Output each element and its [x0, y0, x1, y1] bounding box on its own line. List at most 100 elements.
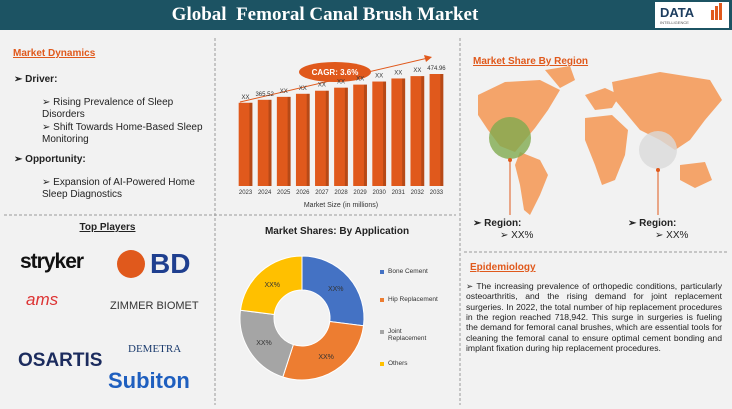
region-bubble: [639, 131, 677, 169]
value-label: XX: [413, 68, 421, 74]
bar-shade: [306, 93, 310, 186]
cagr-arrowhead: [424, 55, 432, 62]
x-axis-label: Market Size (in millions): [304, 202, 378, 209]
cagr-label: CAGR: 3.6%: [312, 68, 359, 77]
data-label: XX%: [264, 282, 280, 289]
label: Expansion of AI-Powered Home Sleep Diagn…: [42, 177, 195, 200]
region-dot: [508, 158, 512, 162]
bar: [410, 76, 425, 186]
cagr-badge: [299, 62, 371, 82]
value-label: XX: [394, 70, 402, 76]
logo-bar: [719, 3, 722, 20]
legend-label: Joint Replacement: [388, 328, 427, 343]
bar: [257, 99, 272, 186]
bar: [295, 93, 310, 186]
region-value: ➢ XX%: [655, 230, 689, 241]
bar-shade: [421, 76, 425, 186]
player-logo: OSARTIS: [18, 350, 103, 371]
section-title: Market Dynamics: [13, 48, 96, 59]
value-label: XX: [280, 89, 288, 95]
player-logo: ZIMMER BIOMET: [110, 300, 199, 312]
bar: [429, 74, 444, 186]
x-tick-label: 2024: [258, 190, 272, 196]
bar: [391, 78, 406, 186]
label: Rising Prevalence of Sleep Disorders: [42, 97, 174, 120]
x-tick-label: 2033: [430, 190, 444, 196]
label: XX%: [666, 230, 689, 241]
data-label: XX%: [328, 286, 344, 293]
donut-slice: [301, 255, 365, 327]
logo-bar: [711, 10, 714, 20]
region-label: ➢ Region:: [628, 218, 677, 229]
x-tick-label: 2029: [353, 190, 367, 196]
x-tick-label: 2030: [373, 190, 387, 196]
bar-shade: [344, 87, 348, 186]
opportunity-title: ➢ Opportunity:: [14, 154, 86, 165]
legend-label: Bone Cement: [388, 268, 428, 275]
legend-swatch: [380, 298, 384, 302]
x-tick-label: 2028: [334, 190, 348, 196]
bar-shade: [287, 96, 291, 186]
bullet: ➢ Rising Prevalence of Sleep Disorders: [42, 97, 174, 120]
label: The increasing prevalence of orthopedic …: [466, 281, 723, 353]
label: Shift Towards Home-Based Sleep Monitorin…: [42, 122, 203, 145]
data-label: XX%: [256, 340, 272, 347]
label: Region:: [639, 218, 677, 229]
bar: [372, 81, 387, 186]
label: Driver:: [25, 74, 58, 85]
bar: [353, 84, 367, 186]
player-logo: DEMETRA: [128, 343, 182, 355]
x-tick-label: 2031: [392, 190, 406, 196]
donut-slice: [239, 309, 294, 378]
paragraph: ➢ The increasing prevalence of orthopedi…: [466, 281, 723, 353]
title: Global Femoral Canal Brush Market: [171, 4, 479, 25]
section-title: Epidemiology: [470, 262, 536, 273]
logo-sub: INTELLIGENCE: [660, 20, 689, 25]
player-logo: stryker: [20, 250, 84, 273]
label: Region:: [484, 218, 522, 229]
legend-swatch: [380, 330, 384, 334]
legend-swatch: [380, 270, 384, 274]
label: Opportunity:: [25, 154, 86, 165]
value-label: XX: [299, 86, 307, 92]
logo: DATA: [660, 5, 695, 20]
player-icon: [117, 250, 145, 278]
region-dot: [656, 168, 660, 172]
region-value: ➢ XX%: [500, 230, 534, 241]
logo-bar: [715, 6, 718, 20]
bar: [238, 102, 253, 186]
legend-swatch: [380, 362, 384, 366]
x-tick-label: 2027: [315, 190, 329, 196]
data-label: XX%: [318, 354, 334, 361]
dividers: [4, 38, 728, 405]
player-logo: ams: [26, 290, 59, 309]
section-title: Top Players: [79, 222, 136, 233]
bullet: ➢ Expansion of AI-Powered Home Sleep Dia…: [42, 177, 195, 200]
bar-shade: [268, 99, 272, 186]
legend-label: Others: [388, 360, 408, 367]
bar: [315, 90, 329, 186]
value-label: XX: [337, 80, 345, 86]
chart-title: Market Shares: By Application: [265, 226, 409, 237]
value-label: XX: [242, 95, 250, 101]
label: XX%: [511, 230, 534, 241]
section-title: Market Share By Region: [473, 56, 589, 67]
driver-title: ➢ Driver:: [14, 74, 58, 85]
legend-label: Hip Replacement: [388, 296, 438, 303]
bar-shade: [440, 74, 444, 186]
bullet: ➢ Shift Towards Home-Based Sleep Monitor…: [42, 122, 203, 145]
value-label: XX: [318, 83, 326, 89]
bar: [276, 96, 291, 186]
x-tick-label: 2025: [277, 190, 291, 196]
value-label: 365.52: [255, 92, 274, 98]
player-logo: BD: [150, 248, 191, 279]
player-logo: Subiton: [108, 368, 190, 393]
donut-slice: [239, 255, 303, 316]
bar-shade: [325, 90, 329, 186]
x-tick-label: 2023: [239, 190, 253, 196]
value-label: 474.96: [427, 66, 446, 72]
title-bar: [0, 0, 732, 30]
donut-slice: [282, 320, 365, 381]
